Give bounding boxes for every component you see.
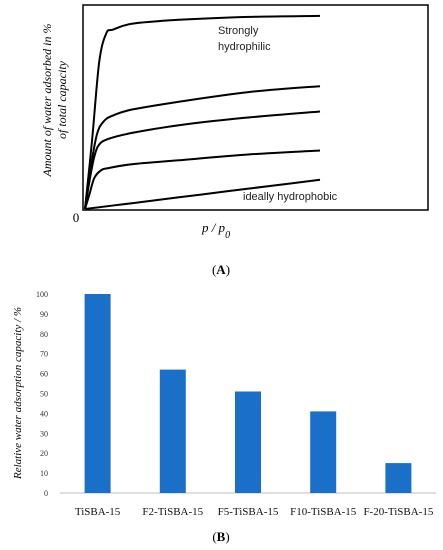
panel-b-y-axis-label-group: Relative water adsorption capacity / % [12,307,24,480]
panel-b-y-tick-labels: 0 10 20 30 40 50 60 70 80 90 100 [36,290,48,498]
bar-f-20-tisba-15 [385,463,412,493]
axis-origin-label: 0 [73,210,80,225]
x-tick-label: F-20-TiSBA-15 [363,506,433,518]
x-tick-label: F10-TiSBA-15 [290,506,357,518]
y-tick-label: 10 [40,469,48,478]
bar-f5-tisba-15 [235,391,261,493]
panel-b-chart: 0 10 20 30 40 50 60 70 80 90 100 TiSBA-15 F2-TiSBA-… [12,290,436,544]
y-tick-label: 90 [40,310,48,319]
y-tick-label: 40 [40,409,48,418]
y-tick-label: 50 [40,390,48,399]
panel-b-y-axis-label: Relative water adsorption capacity / % [12,307,24,480]
x-tick-label: F2-TiSBA-15 [142,506,203,518]
panel-b-caption: (B) [212,529,229,544]
y-tick-label: 0 [44,489,48,498]
panel-b-x-tick-labels: TiSBA-15 F2-TiSBA-15 F5-TiSBA-15 F10-TiSBA-… [75,506,434,518]
panel-a-letter: A [216,262,226,277]
y-tick-label: 80 [40,330,48,339]
isotherm-curve-2 [84,85,321,210]
y-tick-label: 60 [40,370,48,379]
annotation-ideally-hydrophobic: ideally hydrophobic [243,191,338,203]
panel-b-bars [84,294,412,493]
panel-a-x-axis-label: p / p0 [201,220,230,241]
panel-a-y-axis-label: Amount of water adsorbed in % of total c… [40,24,69,178]
isotherm-curve-1 [84,14,321,210]
panel-a-frame [82,4,429,211]
annotation-strongly: Strongly [218,25,259,37]
x-tick-label: TiSBA-15 [75,506,121,518]
isotherm-curve-5 [84,178,321,210]
panel-a-caption: (A) [212,262,230,277]
panel-b-letter: B [217,529,226,544]
bar-f10-tisba-15 [310,411,337,493]
x-tick-label: F5-TiSBA-15 [218,506,279,518]
y-tick-label: 30 [40,429,48,438]
panel-a-curves [84,14,321,210]
panel-a-chart: Strongly hydrophilic ideally hydrophobic… [40,4,429,277]
annotation-hydrophilic: hydrophilic [218,41,271,53]
isotherm-curve-3 [84,110,321,210]
isotherm-curve-4 [84,149,321,210]
bar-f2-tisba-15 [159,369,186,493]
y-tick-label: 100 [36,290,48,299]
y-label-line-2: of total capacity [55,60,69,139]
y-label-line-1: Amount of water adsorbed in % [40,24,54,178]
bar-tisba-15 [84,294,111,493]
y-tick-label: 20 [40,449,48,458]
y-tick-label: 70 [40,350,48,359]
